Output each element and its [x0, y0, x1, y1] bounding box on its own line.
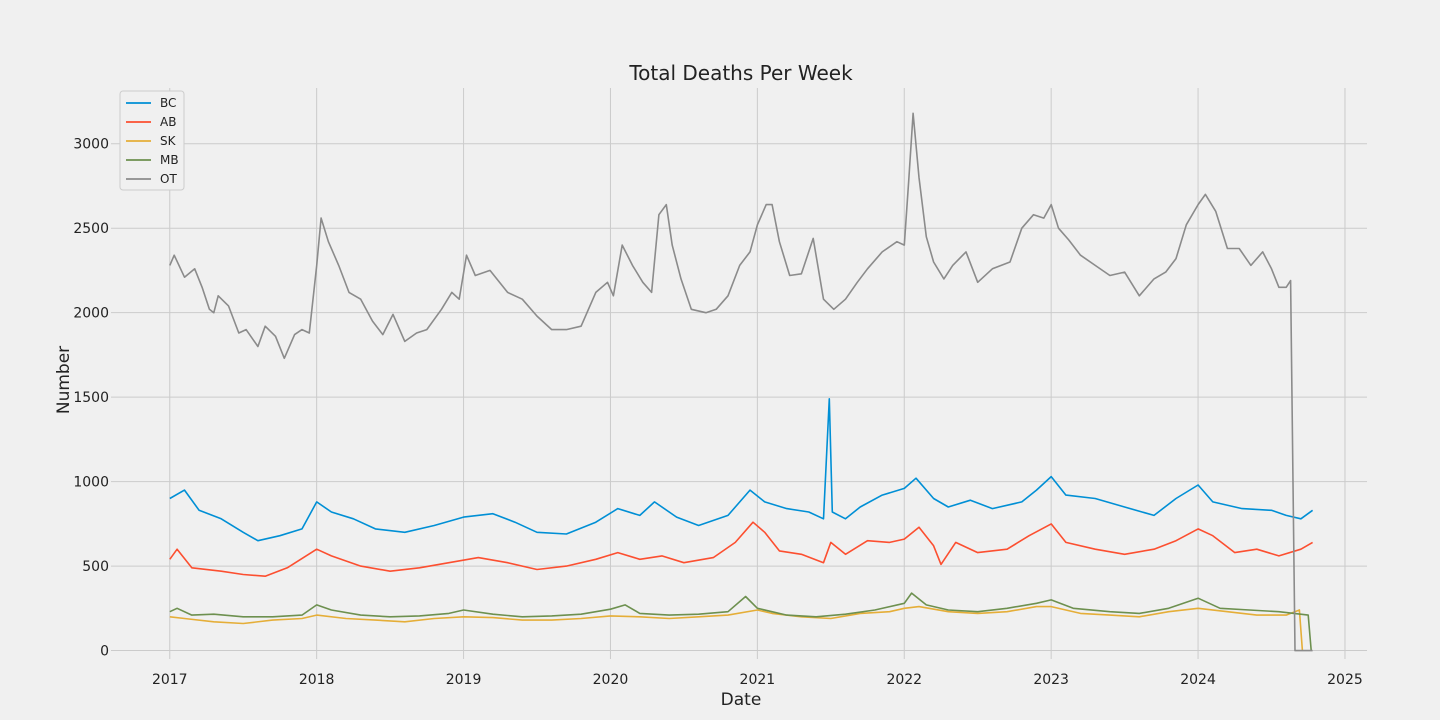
y-tick-label: 1500 — [73, 390, 109, 406]
series-line-mb — [169, 592, 1312, 651]
series-line-bc — [169, 397, 1314, 542]
legend-label-ot: OT — [160, 172, 177, 186]
legend-items: BC AB SK MB OT — [126, 96, 179, 186]
y-tick-label: 2500 — [73, 221, 109, 237]
x-tick-label: 2024 — [1180, 672, 1216, 688]
x-tick-label: 2021 — [740, 672, 776, 688]
y-tick-label: 500 — [82, 559, 109, 575]
x-tick-label: 2023 — [1033, 672, 1069, 688]
legend-label-ab: AB — [160, 115, 176, 129]
legend-label-mb: MB — [160, 153, 179, 167]
legend-frame — [119, 90, 185, 191]
legend: BC AB SK MB OT — [119, 90, 185, 191]
legend-label-sk: SK — [160, 134, 177, 148]
y-tick-label: 2000 — [73, 306, 109, 322]
x-tick-label: 2018 — [299, 672, 335, 688]
tick-labels: 2017 2018 2019 2020 2021 2022 2023 2024 2025 0 500… — [73, 137, 1362, 688]
x-tick-label: 2022 — [886, 672, 922, 688]
y-tick-label: 0 — [100, 644, 109, 660]
x-tick-label: 2025 — [1327, 672, 1363, 688]
y-axis-label: Number — [54, 346, 74, 414]
legend-label-bc: BC — [160, 96, 176, 110]
x-tick-label: 2017 — [152, 672, 188, 688]
series-line-ab — [169, 521, 1314, 578]
series-lines — [169, 112, 1314, 652]
grid — [111, 88, 1367, 659]
x-tick-label: 2019 — [446, 672, 482, 688]
y-tick-label: 3000 — [73, 137, 109, 153]
chart-title: Total Deaths Per Week — [628, 61, 853, 85]
series-line-sk — [169, 605, 1304, 651]
series-line-ot — [169, 112, 1313, 652]
x-tick-label: 2020 — [593, 672, 629, 688]
y-tick-label: 1000 — [73, 475, 109, 491]
x-axis-label: Date — [721, 690, 762, 710]
